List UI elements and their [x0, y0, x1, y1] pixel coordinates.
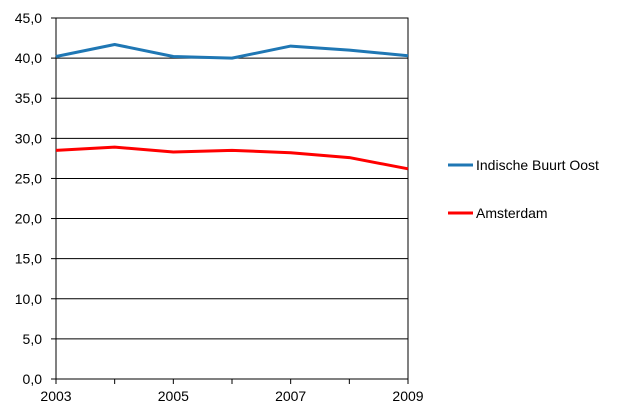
- y-tick-label: 20,0: [15, 211, 42, 227]
- legend-label-1: Amsterdam: [476, 205, 548, 221]
- y-tick-label: 30,0: [15, 130, 42, 146]
- series-line-1: [55, 145, 409, 171]
- x-tick-label: 2007: [275, 388, 306, 404]
- x-tick-label: 2003: [40, 388, 71, 404]
- y-tick-label: 25,0: [15, 170, 42, 186]
- y-tick-label: 40,0: [15, 50, 42, 66]
- series-line-0: [55, 42, 409, 60]
- y-tick-label: 15,0: [15, 251, 42, 267]
- x-tick-label: 2009: [392, 388, 423, 404]
- gridlines: [56, 17, 408, 380]
- legend-item-0: Indische Buurt Oost: [448, 157, 599, 173]
- y-tick-label: 45,0: [15, 10, 42, 26]
- y-tick-label: 35,0: [15, 90, 42, 106]
- y-tick-label: 0,0: [23, 371, 43, 387]
- series-lines: [55, 42, 409, 171]
- x-tick-labels: 2003 2005 2007 2009: [40, 388, 423, 404]
- y-tick-label: 5,0: [23, 331, 43, 347]
- plot-frame: [55, 17, 409, 380]
- legend-item-1: Amsterdam: [448, 205, 548, 221]
- y-tick-label: 10,0: [15, 291, 42, 307]
- legend-label-0: Indische Buurt Oost: [476, 157, 599, 173]
- y-tick-labels: 0,0 5,0 10,0 15,0 20,0 25,0 30,0 35,0 40,0 45,0: [15, 10, 42, 387]
- axes: [51, 17, 409, 384]
- legend: Indische Buurt Oost Amsterdam: [448, 157, 599, 221]
- x-tick-label: 2005: [158, 388, 189, 404]
